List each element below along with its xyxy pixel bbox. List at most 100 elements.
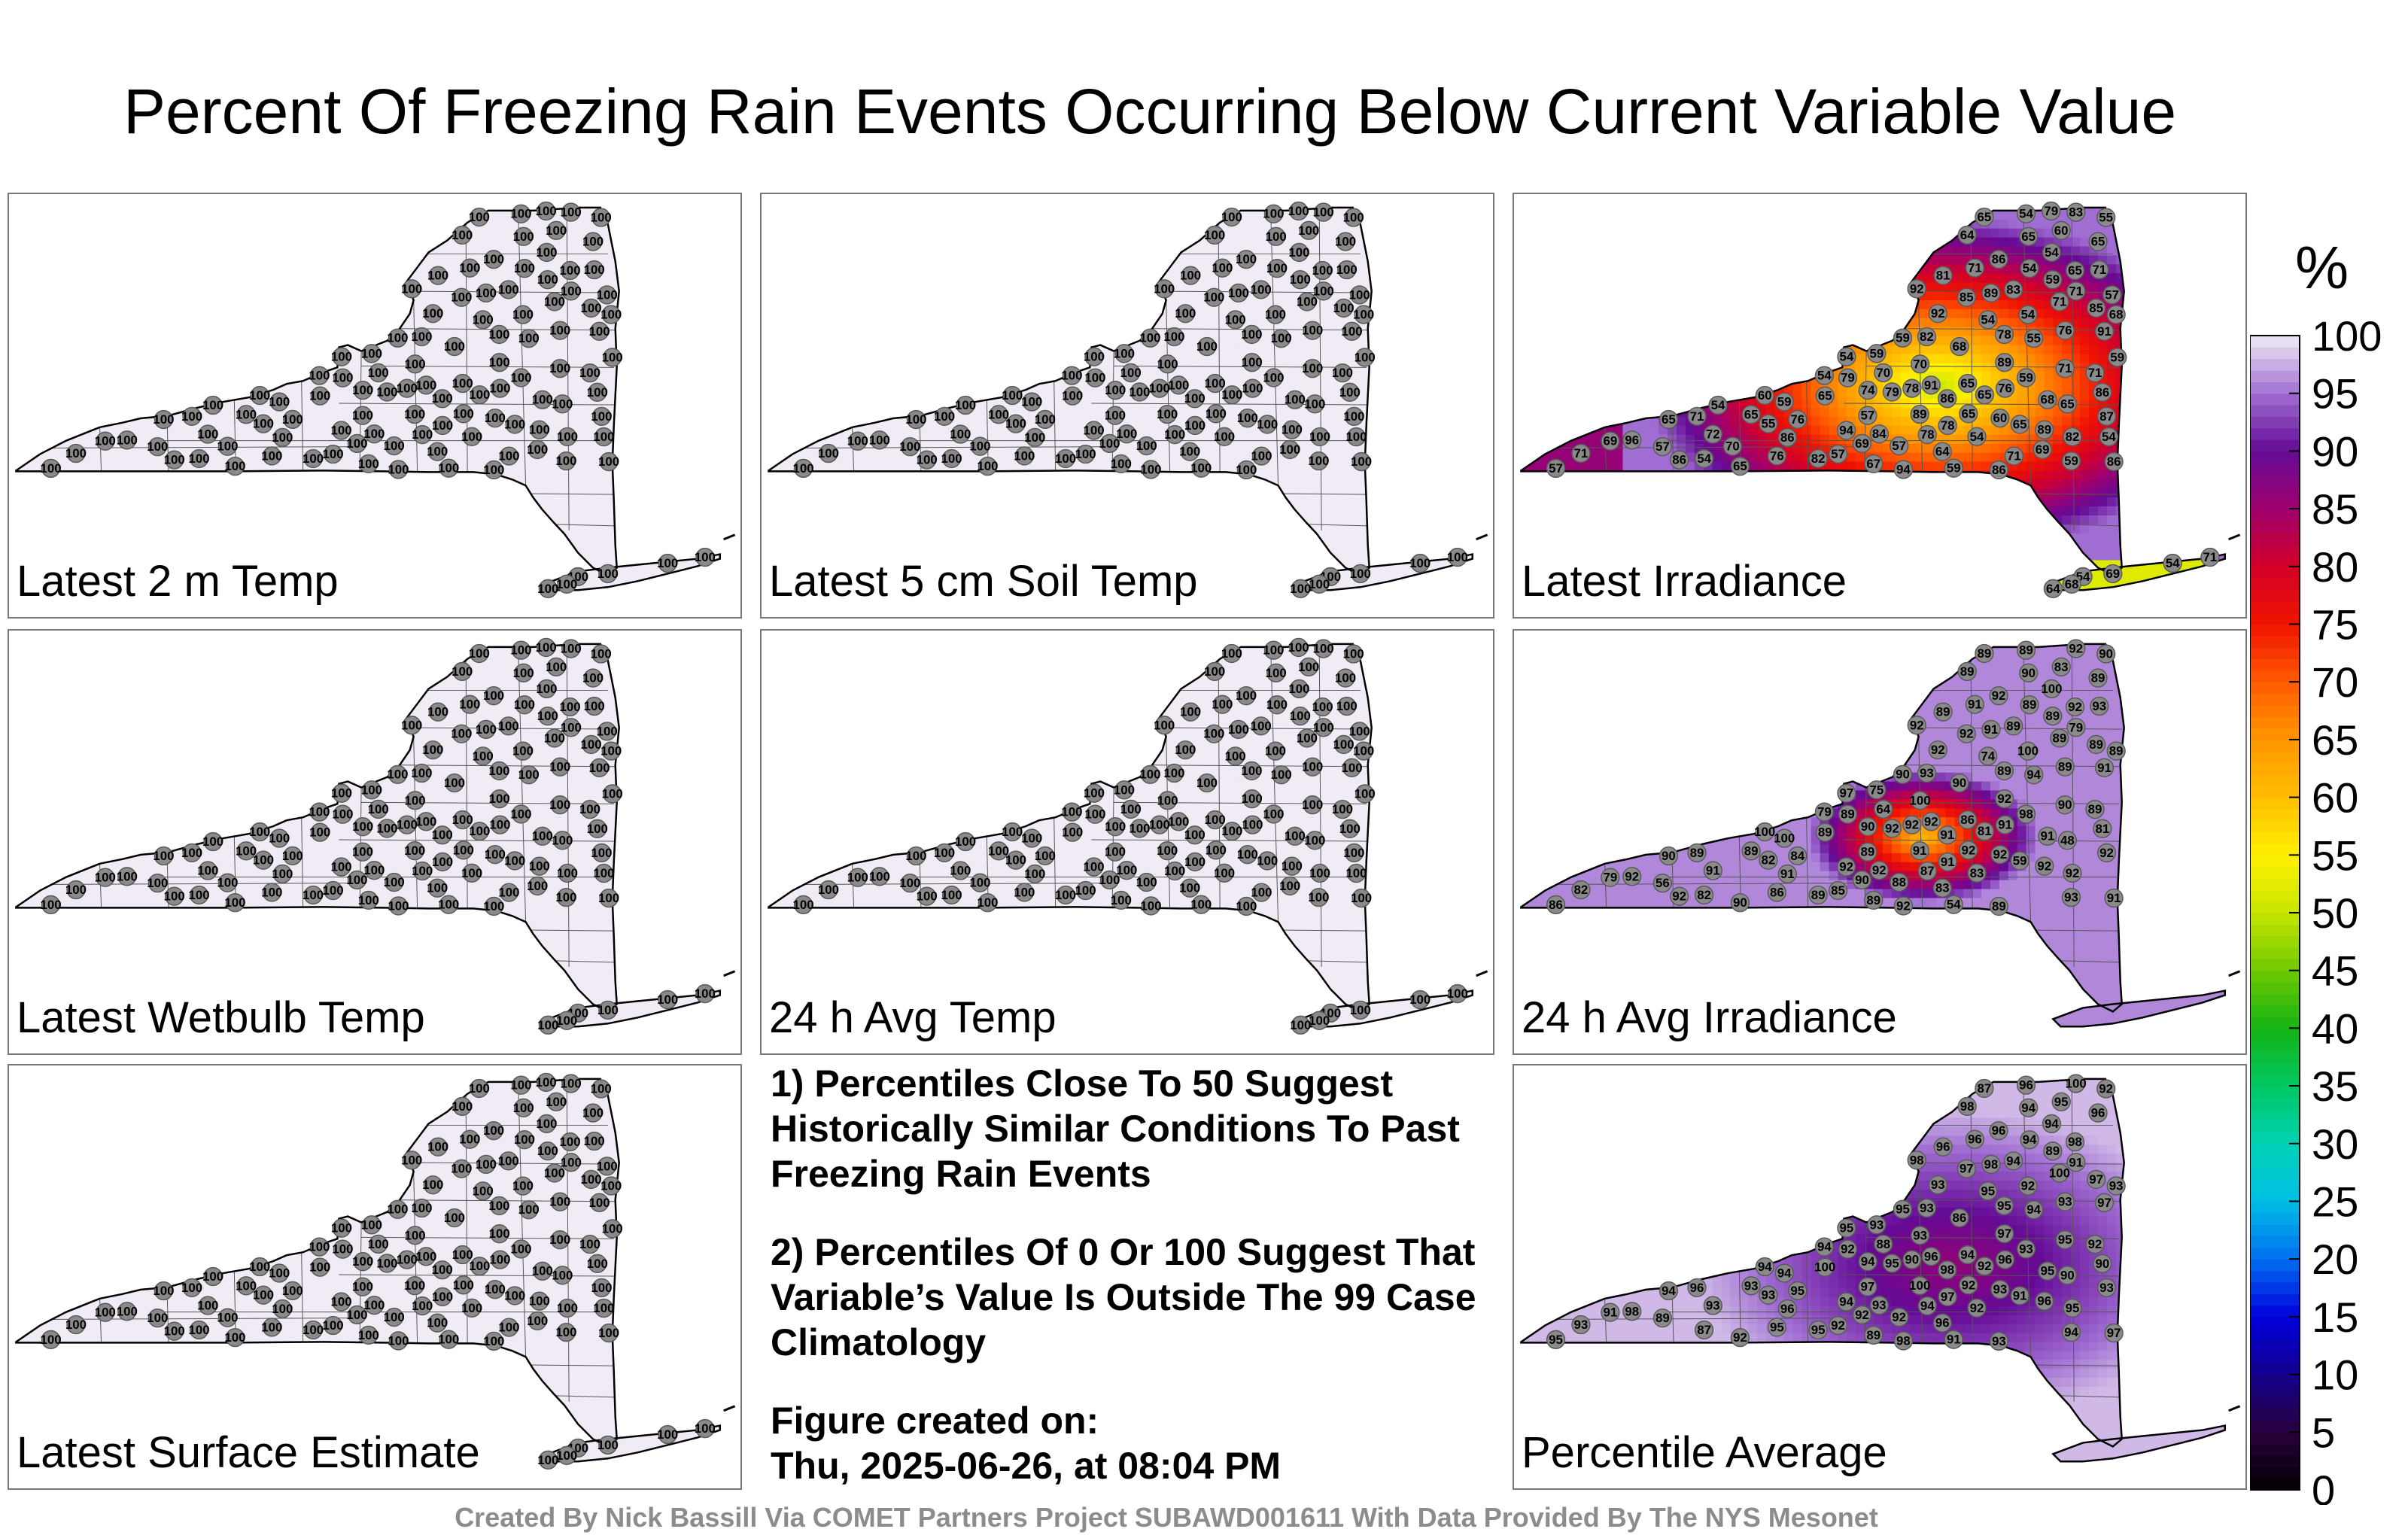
panel-label: Latest Irradiance [1522,556,1847,606]
station-marker: 100 [549,359,570,378]
station-value: 100 [556,577,577,591]
station-marker: 65 [2057,394,2078,414]
station-marker: 87 [1694,1320,1714,1340]
station-value: 89 [1744,843,1759,858]
station-marker: 89 [1957,661,1977,682]
station-value: 95 [1790,1284,1804,1298]
station-marker: 95 [1767,1318,1787,1337]
station-value: 100 [1313,205,1334,220]
station-value: 100 [1206,406,1227,421]
colorbar-segment [2250,1328,2300,1341]
station-marker: 100 [387,328,409,348]
station-marker: 89 [1975,643,1994,664]
station-marker: 100 [153,1281,174,1301]
station-value: 100 [432,418,453,433]
station-value: 100 [459,698,480,712]
station-value: 100 [438,898,459,912]
station-marker: 100 [1055,448,1076,469]
station-value: 98 [2019,807,2033,821]
station-value: 100 [537,1144,558,1158]
state-outline [1520,643,2125,1013]
station-value: 76 [1790,412,1804,427]
station-marker: 92 [1959,840,1978,860]
station-marker: 100 [397,1250,418,1269]
station-value: 100 [584,263,605,277]
station-marker: 100 [1447,547,1468,567]
station-marker: 100 [452,810,473,830]
station-marker: 68 [1950,336,1969,357]
station-marker: 87 [2096,406,2117,427]
station-value: 65 [1662,412,1676,427]
colorbar-tick-label: 20 [2312,1236,2358,1283]
station-value: 100 [1035,849,1056,863]
colorbar-segment [2250,1247,2300,1260]
station-marker: 92 [1828,1315,1848,1336]
station-marker: 100 [469,1257,490,1276]
station-marker: 100 [303,448,324,469]
station-value: 100 [95,1306,116,1320]
station-marker: 100 [1084,857,1105,877]
station-value: 100 [153,1284,174,1298]
station-value: 100 [432,1263,453,1277]
station-marker: 100 [1099,870,1120,890]
station-marker: 100 [361,1215,382,1235]
station-value: 100 [483,1334,504,1348]
station-value: 100 [1221,646,1242,661]
station-marker: 100 [695,983,716,1004]
station-marker: 100 [427,266,448,285]
station-marker: 100 [483,896,504,916]
station-marker: 100 [405,354,426,374]
station-value: 100 [469,824,490,838]
station-value: 100 [555,454,576,468]
station-value: 100 [1909,1278,1930,1293]
station-value: 100 [1055,888,1076,902]
station-value: 100 [452,1248,473,1262]
station-value: 90 [2021,666,2036,680]
station-marker: 54 [2018,305,2038,324]
station-value: 100 [1290,1018,1311,1032]
station-marker: 100 [2017,741,2039,761]
station-value: 100 [536,1117,557,1131]
station-marker: 100 [1297,728,1318,748]
station-marker: 86 [1938,389,1957,409]
station-value: 90 [1896,768,1910,782]
colorbar-segment [2250,1339,2300,1352]
station-marker: 100 [529,1291,550,1311]
station-value: 57 [1655,439,1670,454]
station-value: 100 [498,1154,519,1168]
station-value: 100 [261,885,282,899]
station-marker: 93 [1869,1296,1889,1315]
station-value: 100 [1302,361,1323,375]
station-value: 100 [536,204,557,218]
station-marker: 100 [514,1130,535,1150]
station-marker: 93 [1928,1175,1947,1195]
station-marker: 100 [950,861,971,880]
station-value: 95 [1896,1202,1910,1217]
station-marker: 86 [1950,1208,1969,1228]
station-marker: 100 [1206,404,1227,424]
station-value: 72 [1706,427,1720,442]
station-marker: 92 [2065,697,2085,717]
station-value: 100 [368,1237,389,1251]
station-marker: 92 [1928,304,1947,324]
station-value: 86 [2107,454,2121,469]
station-value: 100 [549,361,570,375]
station-marker: 89 [2035,420,2054,439]
colorbar-segment [2250,1305,2300,1318]
station-value: 70 [1913,357,1927,371]
station-marker: 100 [600,1176,622,1196]
station-value: 100 [527,1314,548,1328]
panel-label: Percentile Average [1522,1427,1887,1478]
station-value: 96 [1968,1132,1982,1147]
station-value: 95 [1840,1221,1854,1236]
station-value: 100 [485,847,506,862]
station-marker: 90 [2055,795,2075,815]
station-marker: 100 [269,1263,290,1283]
station-value: 100 [555,1325,576,1339]
station-marker: 100 [598,451,619,472]
station-marker: 71 [2050,292,2069,312]
station-value: 100 [532,393,553,407]
station-value: 100 [303,888,324,902]
station-value: 54 [1947,898,1961,912]
station-marker: 100 [181,406,202,427]
